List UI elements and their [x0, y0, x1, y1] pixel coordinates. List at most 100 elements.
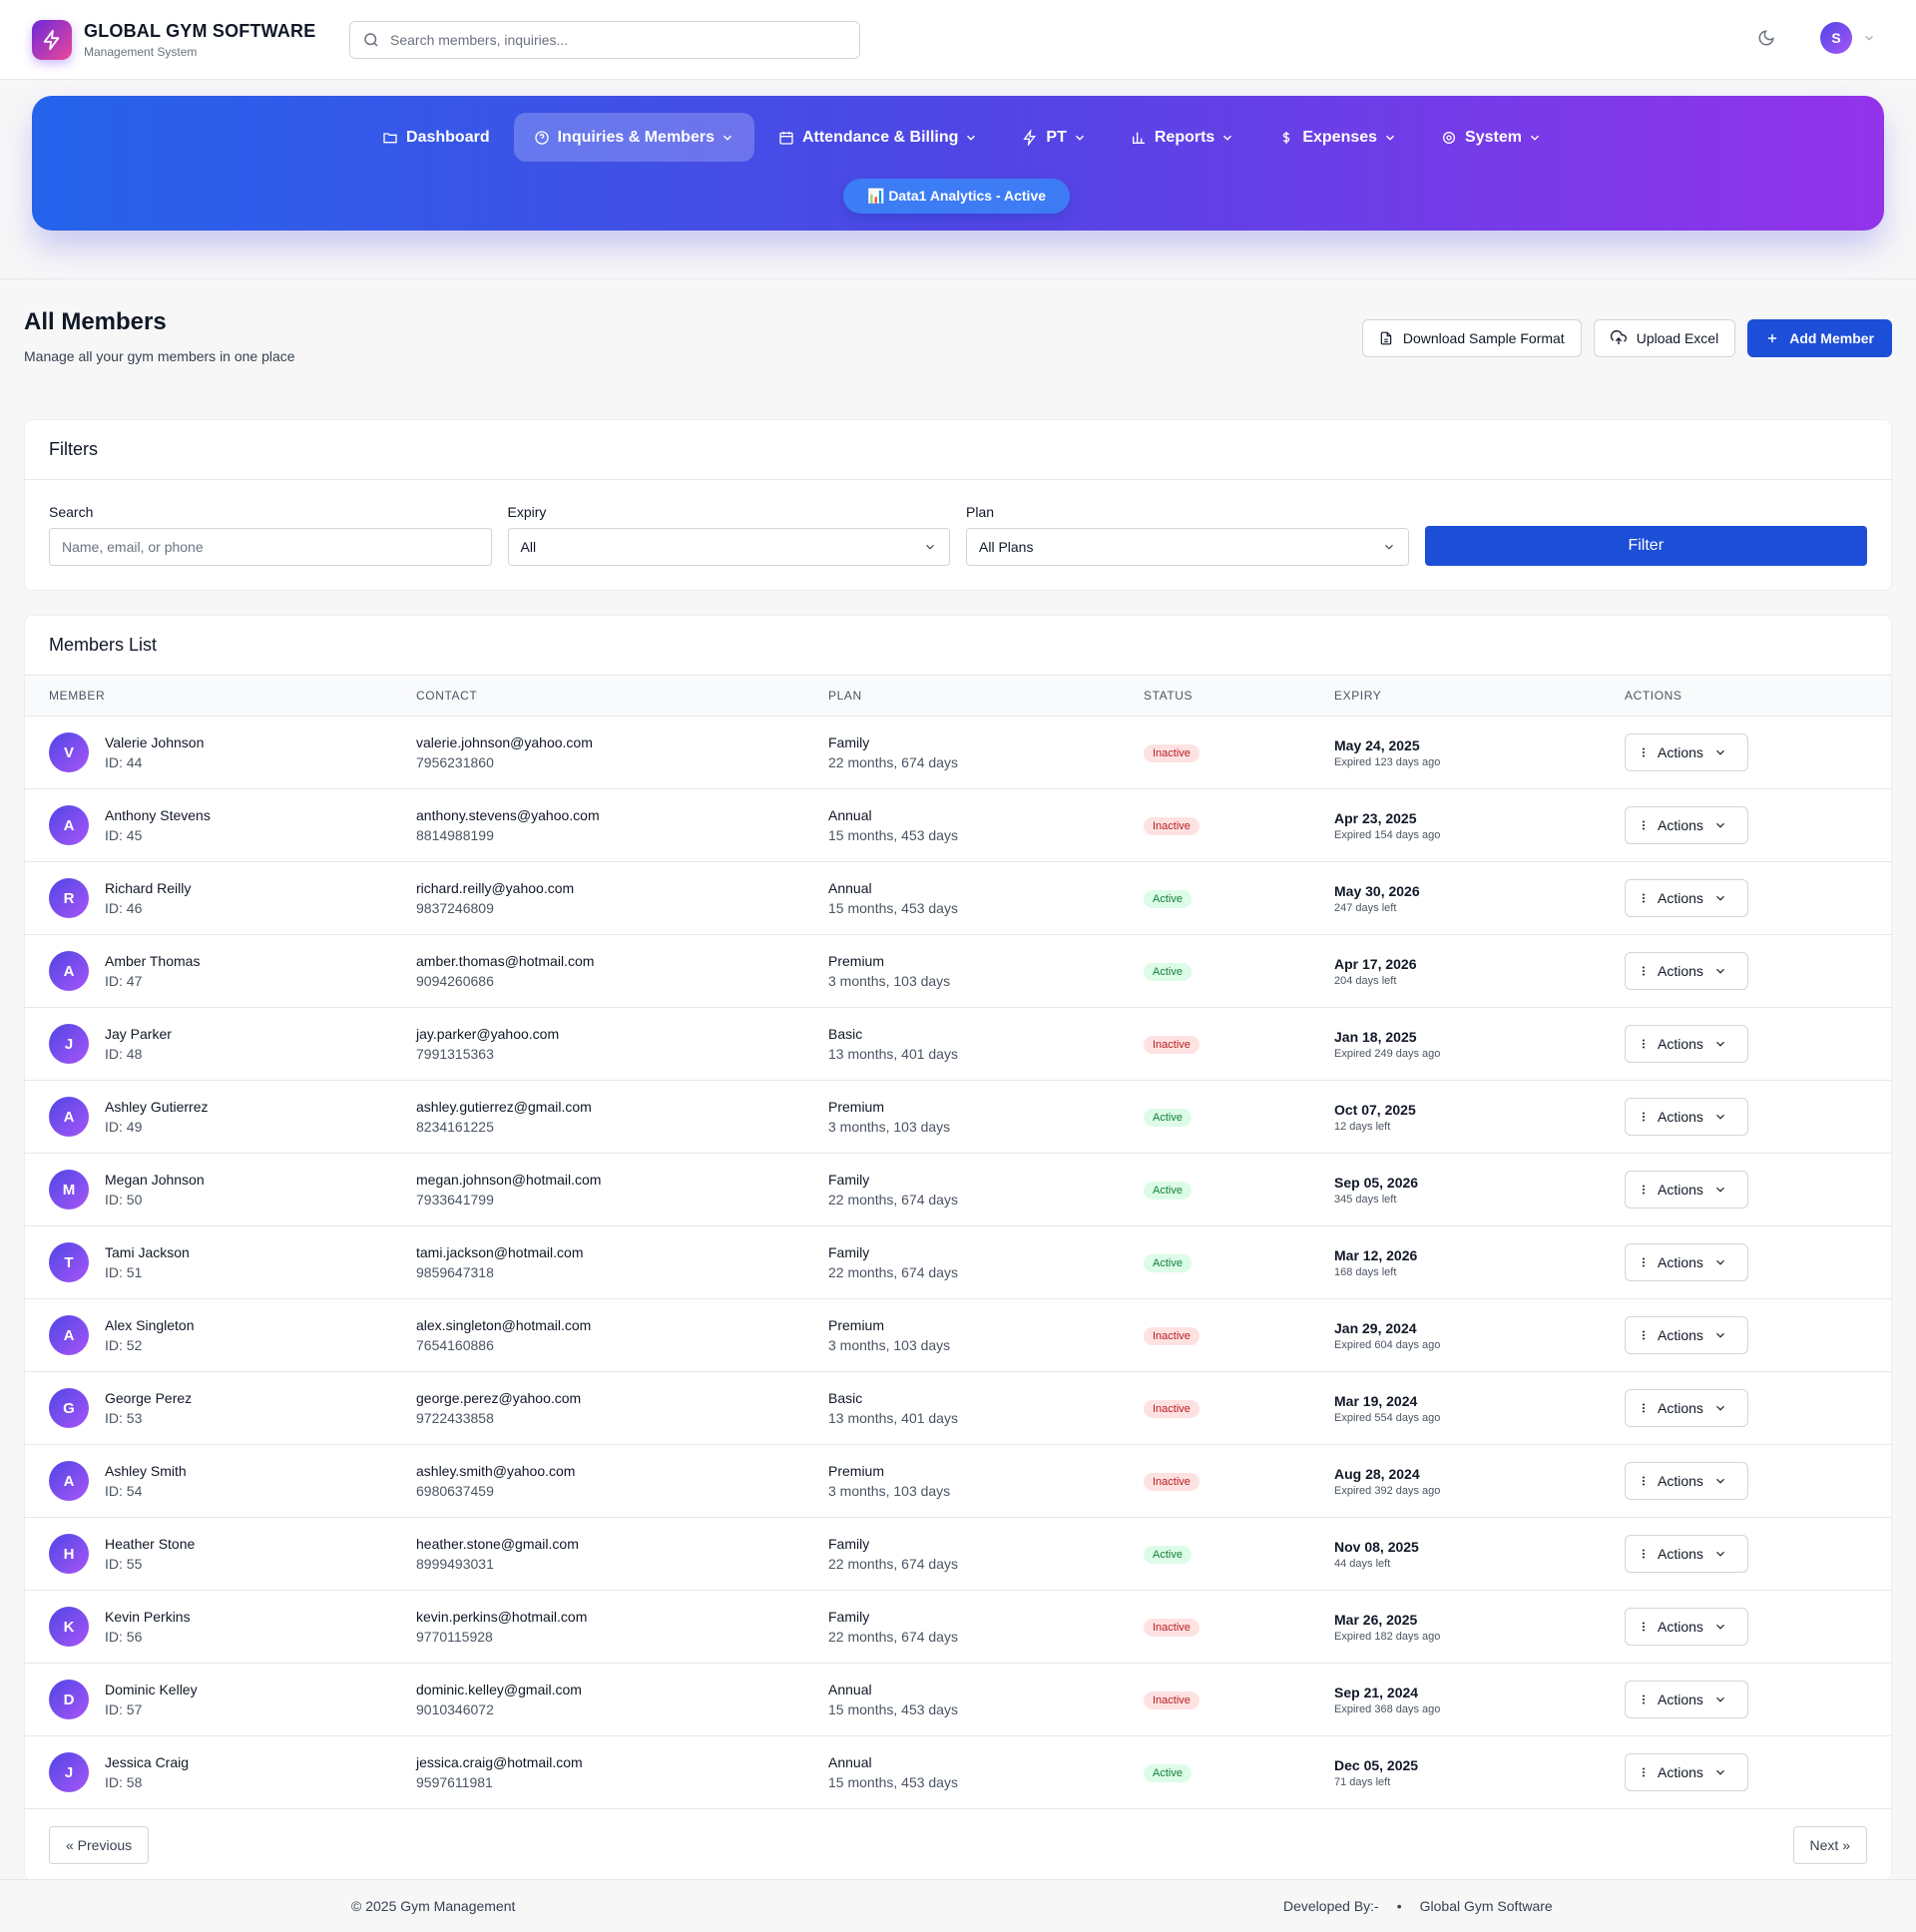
status-cell: Active: [1144, 1763, 1334, 1782]
settings-icon: [1443, 131, 1456, 144]
actions-label: Actions: [1658, 890, 1703, 906]
nav-item-expenses[interactable]: Expenses: [1258, 113, 1417, 162]
actions-dropdown-button[interactable]: Actions: [1625, 1681, 1748, 1718]
member-cell: K Kevin Perkins ID: 56: [25, 1607, 416, 1647]
previous-page-button[interactable]: « Previous: [49, 1825, 150, 1864]
upload-excel-label: Upload Excel: [1636, 330, 1719, 346]
actions-dropdown-button[interactable]: Actions: [1625, 1098, 1748, 1136]
more-vertical-icon: [1643, 1767, 1645, 1777]
member-phone: 7933641799: [416, 1192, 494, 1208]
nav-item-inquiries-members[interactable]: Inquiries & Members: [513, 113, 754, 162]
expiry-cell: May 30, 2026 247 days left: [1334, 883, 1625, 914]
footer-developer-link[interactable]: Global Gym Software: [1419, 1898, 1553, 1914]
next-page-button[interactable]: Next »: [1792, 1825, 1867, 1864]
brand-subtitle: Management System: [84, 44, 198, 59]
actions-dropdown-button[interactable]: Actions: [1625, 1608, 1748, 1646]
expiry-note: 71 days left: [1334, 1775, 1391, 1788]
chevron-down-icon[interactable]: [1862, 31, 1876, 45]
member-phone: 7654160886: [416, 1337, 494, 1353]
actions-dropdown-button[interactable]: Actions: [1625, 806, 1748, 844]
brand-logo[interactable]: [32, 19, 72, 60]
member-plan: Premium: [828, 1317, 885, 1333]
actions-dropdown-button[interactable]: Actions: [1625, 1753, 1748, 1791]
actions-cell: Actions: [1625, 1389, 1891, 1427]
expiry-cell: Apr 23, 2025 Expired 154 days ago: [1334, 810, 1625, 841]
member-id: ID: 46: [105, 900, 143, 916]
member-plan-duration: 15 months, 453 days: [828, 900, 958, 916]
status-badge: Inactive: [1144, 1326, 1199, 1345]
actions-dropdown-button[interactable]: Actions: [1625, 879, 1748, 917]
filter-expiry-label: Expiry: [507, 504, 547, 520]
table-row: D Dominic Kelley ID: 57 dominic.kelley@gmai…: [25, 1664, 1891, 1736]
contact-cell: ashley.gutierrez@gmail.com 8234161225: [416, 1099, 828, 1135]
status-badge: Inactive: [1144, 743, 1199, 762]
filter-search-label: Search: [49, 504, 94, 520]
member-email: valerie.johnson@yahoo.com: [416, 734, 593, 750]
actions-dropdown-button[interactable]: Actions: [1625, 1389, 1748, 1427]
chevron-down-icon: [1716, 1551, 1724, 1557]
user-avatar[interactable]: S: [1820, 22, 1852, 54]
member-cell: J Jay Parker ID: 48: [25, 1024, 416, 1064]
filter-expiry-select[interactable]: All: [507, 528, 950, 566]
actions-dropdown-button[interactable]: Actions: [1625, 1316, 1748, 1354]
member-avatar: H: [49, 1534, 89, 1574]
upload-excel-button[interactable]: Upload Excel: [1593, 319, 1736, 357]
table-row: J Jay Parker ID: 48 jay.parker@yahoo.com 799…: [25, 1008, 1891, 1081]
actions-label: Actions: [1658, 1254, 1703, 1270]
download-sample-button[interactable]: Download Sample Format: [1361, 319, 1582, 357]
filter-search-input[interactable]: Name, email, or phone: [49, 528, 492, 566]
add-member-button[interactable]: Add Member: [1747, 319, 1892, 357]
members-title: Members List: [25, 616, 1891, 676]
expiry-date: Aug 28, 2024: [1334, 1465, 1420, 1482]
status-cell: Inactive: [1144, 1618, 1334, 1637]
table-row: J Jessica Craig ID: 58 jessica.craig@hotmai…: [25, 1736, 1891, 1809]
filter-plan-select[interactable]: All Plans: [966, 528, 1409, 566]
chevron-down-icon: [1386, 135, 1395, 141]
actions-cell: Actions: [1625, 1681, 1891, 1718]
global-search-input[interactable]: [390, 32, 829, 48]
actions-dropdown-button[interactable]: Actions: [1625, 1025, 1748, 1063]
plan-cell: Annual 15 months, 453 days: [828, 880, 1144, 916]
actions-dropdown-button[interactable]: Actions: [1625, 1535, 1748, 1573]
actions-dropdown-button[interactable]: Actions: [1625, 1462, 1748, 1500]
status-cell: Active: [1144, 1181, 1334, 1200]
expiry-date: May 24, 2025: [1334, 736, 1420, 753]
theme-toggle[interactable]: [1754, 26, 1778, 50]
nav-item-reports[interactable]: Reports: [1111, 113, 1254, 162]
filter-button[interactable]: Filter: [1424, 526, 1867, 566]
plan-cell: Annual 15 months, 453 days: [828, 1682, 1144, 1717]
chevron-down-icon: [1716, 1769, 1724, 1775]
chevron-down-icon: [1716, 1187, 1724, 1193]
status-badge: Inactive: [1144, 1690, 1199, 1709]
plan-cell: Basic 13 months, 401 days: [828, 1026, 1144, 1062]
expiry-date: Sep 21, 2024: [1334, 1684, 1419, 1700]
actions-dropdown-button[interactable]: Actions: [1625, 733, 1748, 771]
status-cell: Inactive: [1144, 1399, 1334, 1418]
nav-items: Dashboard Inquiries & Members Attendance &…: [32, 113, 1884, 162]
page-subtitle: Manage all your gym members in one place: [24, 348, 295, 364]
col-plan: PLAN: [828, 689, 862, 703]
actions-dropdown-button[interactable]: Actions: [1625, 952, 1748, 990]
member-id: ID: 57: [105, 1701, 143, 1717]
chevron-down-icon: [926, 544, 934, 550]
global-search[interactable]: [349, 21, 860, 59]
page-header: All Members Manage all your gym members …: [24, 303, 1892, 419]
nav-item-system[interactable]: System: [1421, 113, 1562, 162]
expiry-cell: Sep 05, 2026 345 days left: [1334, 1175, 1625, 1206]
member-cell: A Anthony Stevens ID: 45: [25, 805, 416, 845]
chevron-down-icon: [1716, 749, 1724, 755]
cloud-upload-icon: [1610, 330, 1627, 344]
nav-item-dashboard[interactable]: Dashboard: [362, 113, 510, 162]
actions-dropdown-button[interactable]: Actions: [1625, 1243, 1748, 1281]
contact-cell: richard.reilly@yahoo.com 9837246809: [416, 880, 828, 916]
status-badge: Active: [1144, 1763, 1192, 1782]
nav-item-pt[interactable]: PT: [1002, 113, 1106, 162]
plan-cell: Family 22 months, 674 days: [828, 1244, 1144, 1280]
plan-cell: Basic 13 months, 401 days: [828, 1390, 1144, 1426]
member-plan: Family: [828, 1609, 870, 1625]
member-name: Alex Singleton: [105, 1317, 195, 1333]
actions-dropdown-button[interactable]: Actions: [1625, 1171, 1748, 1208]
member-id: ID: 49: [105, 1119, 143, 1135]
nav-item-attendance-billing[interactable]: Attendance & Billing: [758, 113, 998, 162]
actions-cell: Actions: [1625, 1753, 1891, 1791]
